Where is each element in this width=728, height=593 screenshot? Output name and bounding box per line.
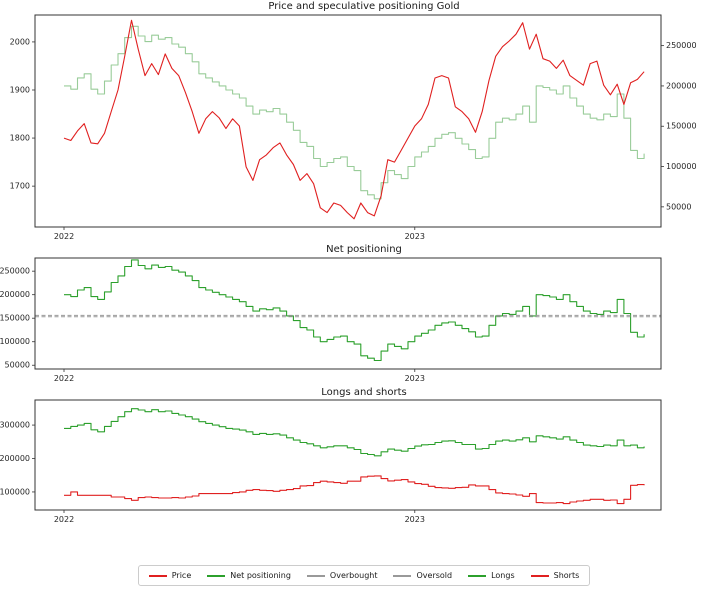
y-tick-label: 200000 (0, 454, 30, 463)
y-tick-label: 2000 (10, 37, 30, 46)
legend-item: Overbought (306, 571, 378, 580)
y-tick-label: 200000 (0, 290, 30, 299)
legend-item: Net positioning (207, 571, 291, 580)
y-tick-label-right: 50000 (666, 202, 691, 211)
x-tick-label: 2023 (405, 232, 425, 241)
legend-item: Oversold (393, 571, 452, 580)
legend-label: Shorts (553, 571, 580, 580)
longs-shorts-chart: 100000 200000 300000 2022 2023 (0, 399, 662, 524)
y-tick-label: 150000 (0, 314, 30, 323)
x-tick-label: 2022 (54, 515, 74, 524)
y-tick-label: 100000 (0, 487, 30, 496)
series-net-positioning (64, 259, 645, 362)
y-tick-label-right: 150000 (666, 122, 697, 131)
legend-swatch (148, 574, 167, 577)
legend-swatch (207, 574, 226, 577)
y-tick-label: 100000 (0, 337, 30, 346)
y-tick-label: 300000 (0, 421, 30, 430)
legend-label: Oversold (416, 571, 453, 580)
plot-frame (34, 257, 662, 370)
legend: Price Net positioning Overbought Oversold Lo… (137, 565, 591, 586)
y-tick-label-right: 250000 (666, 41, 697, 50)
legend-label: Longs (491, 571, 515, 580)
x-tick-label: 2023 (405, 374, 425, 383)
y-tick-label-right: 100000 (666, 162, 697, 171)
legend-label: Overbought (329, 571, 378, 580)
plot-frame (34, 14, 662, 228)
series-longs (64, 408, 645, 457)
price-positioning-chart: 1700 1800 1900 2000 50000 100000 150000 200000 2… (10, 14, 697, 241)
y-tick-label: 250000 (0, 267, 30, 276)
legend-swatch (468, 574, 487, 577)
legend-item: Longs (468, 571, 515, 580)
series-shorts (64, 475, 645, 505)
x-tick-label: 2022 (54, 374, 74, 383)
legend-swatch (306, 574, 325, 577)
net-positioning-chart: 50000 100000 150000 200000 250000 2022 2023 (0, 257, 662, 383)
price-positioning-chart-title: Price and speculative positioning Gold (268, 1, 460, 12)
net-positioning-chart-title: Net positioning (326, 244, 402, 255)
legend-item: Shorts (530, 571, 580, 580)
y-tick-label: 1900 (10, 85, 30, 94)
legend-swatch (393, 574, 412, 577)
y-tick-label-right: 200000 (666, 81, 697, 90)
legend-area: Price Net positioning Overbought Oversold Lo… (0, 527, 728, 593)
legend-swatch (530, 574, 549, 577)
x-tick-label: 2022 (54, 232, 74, 241)
series-price (63, 19, 645, 220)
legend-label: Price (171, 571, 192, 580)
legend-label: Net positioning (230, 571, 291, 580)
longs-shorts-chart-title: Longs and shorts (321, 387, 407, 398)
y-tick-label: 1800 (10, 134, 30, 143)
y-tick-label: 1700 (10, 182, 30, 191)
plot-frame (34, 399, 662, 511)
series-net-positioning (64, 25, 645, 200)
y-tick-label: 50000 (5, 361, 30, 370)
x-tick-label: 2023 (405, 515, 425, 524)
legend-item: Price (148, 571, 192, 580)
